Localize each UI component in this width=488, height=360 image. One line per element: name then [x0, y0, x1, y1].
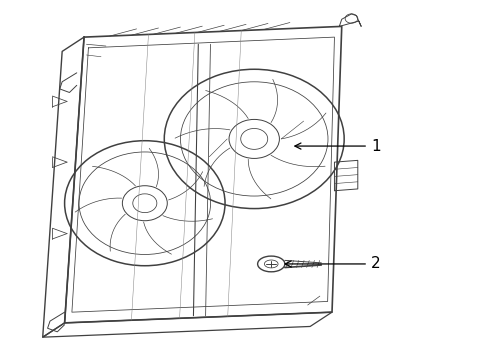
Text: 2: 2	[285, 256, 380, 271]
Text: 1: 1	[294, 139, 380, 154]
